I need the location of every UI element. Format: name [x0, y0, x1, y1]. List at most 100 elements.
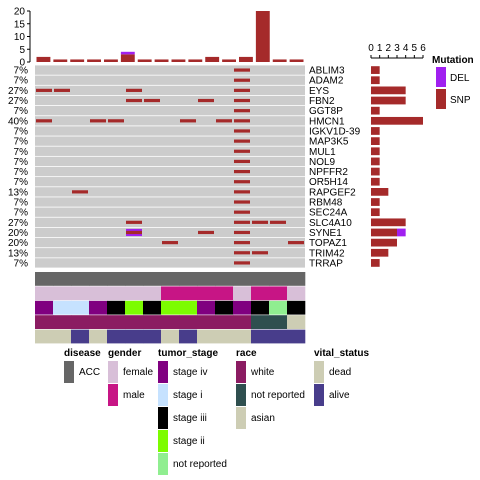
mutation-legend-label: SNP — [450, 95, 471, 106]
legend-label: stage ii — [173, 436, 205, 447]
top-bar-snp — [239, 56, 253, 62]
percent-label: 7% — [14, 76, 29, 87]
legend-label: stage i — [173, 390, 202, 401]
snp-mark — [234, 78, 250, 82]
top-axis-tick-label: 10 — [14, 32, 26, 43]
track-tumor_stage-cell — [53, 300, 72, 315]
legend-title-gender: gender — [108, 348, 141, 359]
matrix-row-bg — [35, 116, 305, 126]
track-race-cell — [89, 315, 108, 329]
percent-label: 7% — [14, 208, 29, 219]
legend-label: asian — [251, 413, 275, 424]
track-tumor_stage-cell — [197, 300, 216, 315]
gene-label: TRIM42 — [309, 248, 345, 259]
gene-label: OR5H14 — [309, 177, 348, 188]
gene-label: TOPAZ1 — [309, 238, 347, 249]
gene-label: IGKV1D-39 — [309, 126, 361, 137]
matrix-row-bg — [35, 65, 305, 75]
gene-label: MAP3K5 — [309, 137, 349, 148]
gene-label: MUL1 — [309, 147, 336, 158]
track-vital_status-cell — [251, 329, 270, 344]
snp-mark — [234, 190, 250, 194]
track-vital_status-cell — [215, 329, 234, 344]
snp-mark — [180, 119, 196, 123]
legend-swatch — [236, 384, 246, 406]
snp-mark — [234, 119, 250, 123]
track-vital_status-cell — [269, 329, 288, 344]
percent-label: 7% — [14, 137, 29, 148]
snp-mark — [162, 241, 178, 245]
track-disease-cell — [251, 272, 270, 286]
track-gender-cell — [107, 286, 126, 301]
matrix-row-bg — [35, 106, 305, 116]
snp-mark — [126, 98, 142, 103]
right-axis-tick-label: 3 — [394, 43, 400, 54]
snp-mark — [108, 119, 124, 123]
right-axis-tick-label: 6 — [420, 43, 426, 54]
matrix-row-bg — [35, 187, 305, 197]
matrix-row-bg — [35, 75, 305, 85]
percent-label: 7% — [14, 66, 29, 77]
percent-label: 27% — [8, 86, 28, 97]
snp-mark — [234, 169, 250, 174]
right-axis-tick-label: 4 — [403, 43, 409, 54]
top-bar-snp — [70, 59, 85, 62]
matrix-row-bg — [35, 217, 305, 227]
right-bar-snp — [371, 259, 380, 267]
gene-label: RAPGEF2 — [309, 187, 356, 198]
track-disease-cell — [269, 272, 288, 286]
percent-label: 7% — [14, 126, 29, 137]
track-disease-cell — [53, 272, 72, 286]
right-bar-snp — [371, 208, 380, 217]
track-race-cell — [179, 315, 198, 329]
legend-title-tumor_stage: tumor_stage — [158, 348, 218, 359]
right-axis-tick-label: 0 — [368, 43, 374, 54]
snp-mark — [216, 119, 232, 123]
legend-swatch — [108, 384, 118, 406]
track-vital_status-cell — [107, 329, 126, 344]
matrix-row-bg — [35, 126, 305, 136]
track-tumor_stage-cell — [251, 300, 270, 315]
track-tumor_stage-cell — [269, 300, 288, 315]
right-bar-snp — [371, 127, 380, 135]
mutation-legend-swatch — [436, 67, 446, 87]
legend-title-race: race — [236, 348, 257, 359]
mutation-legend-title: Mutation — [432, 55, 474, 66]
legend-label: male — [123, 390, 145, 401]
track-gender-cell — [179, 286, 198, 301]
track-race-cell — [35, 315, 54, 329]
top-bar-snp — [53, 59, 68, 62]
right-bar-snp — [371, 116, 423, 125]
right-bar-snp — [371, 198, 380, 206]
gene-label: RBM48 — [309, 198, 343, 209]
track-gender-cell — [215, 286, 234, 301]
track-disease-cell — [287, 272, 306, 286]
track-race-cell — [197, 315, 216, 329]
percent-label: 7% — [14, 258, 29, 269]
matrix-row-bg — [35, 248, 305, 258]
track-gender-cell — [35, 286, 54, 301]
top-bar-snp — [36, 56, 51, 62]
percent-label: 27% — [8, 96, 28, 107]
snp-mark — [234, 220, 250, 224]
top-bar-snp — [205, 56, 220, 62]
top-bar-del — [120, 51, 135, 55]
track-gender-cell — [233, 286, 252, 301]
gene-label: SYNE1 — [309, 228, 342, 239]
snp-mark — [234, 200, 250, 204]
legend-label: alive — [329, 390, 350, 401]
right-bar-snp — [371, 106, 380, 115]
track-tumor_stage-cell — [107, 300, 126, 315]
gene-label: EYS — [309, 86, 329, 97]
track-disease-cell — [161, 272, 180, 286]
right-axis-tick-label: 2 — [386, 43, 392, 54]
top-bar-snp — [222, 59, 236, 62]
percent-label: 7% — [14, 167, 29, 178]
top-bar-snp — [104, 59, 118, 62]
track-tumor_stage-cell — [179, 300, 198, 315]
percent-labels: 7%7%27%27%7%40%7%7%7%7%7%7%13%7%7%27%20%… — [8, 66, 28, 270]
track-race-cell — [215, 315, 234, 329]
legend-swatch — [158, 453, 168, 475]
